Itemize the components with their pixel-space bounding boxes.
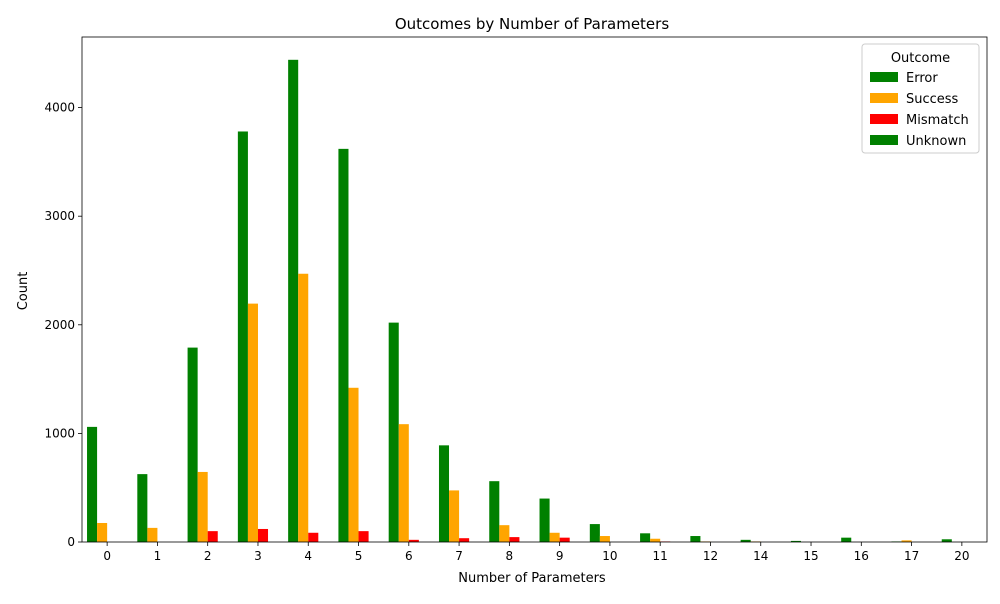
y-tick-label: 0 bbox=[67, 535, 75, 549]
bar-mismatch-7 bbox=[459, 538, 470, 542]
x-tick-label: 15 bbox=[803, 549, 818, 563]
legend-swatch-error bbox=[870, 72, 898, 82]
chart-title: Outcomes by Number of Parameters bbox=[395, 15, 669, 33]
x-tick-label: 7 bbox=[455, 549, 463, 563]
bar-success-9 bbox=[549, 532, 560, 542]
x-tick-label: 17 bbox=[904, 549, 919, 563]
x-axis-label: Number of Parameters bbox=[458, 571, 606, 586]
bar-error-7 bbox=[438, 445, 450, 542]
x-tick-label: 16 bbox=[854, 549, 869, 563]
x-tick-label: 8 bbox=[506, 549, 514, 563]
x-tick-label: 6 bbox=[405, 549, 413, 563]
plot-frame bbox=[81, 36, 988, 543]
legend: Outcome Error Success Mismatch Unknown bbox=[861, 43, 980, 154]
y-tick-label: 4000 bbox=[44, 101, 75, 115]
bar-error-14 bbox=[740, 539, 751, 542]
legend-swatch-unknown bbox=[870, 135, 898, 145]
bar-success-3 bbox=[247, 303, 258, 542]
bar-success-5 bbox=[348, 387, 359, 542]
legend-swatch-success bbox=[870, 93, 898, 103]
bar-error-10 bbox=[589, 524, 600, 542]
bar-mismatch-6 bbox=[408, 539, 419, 542]
x-tick-label: 9 bbox=[556, 549, 564, 563]
bar-error-5 bbox=[338, 148, 349, 543]
bar-error-9 bbox=[539, 498, 550, 542]
bar-success-10 bbox=[599, 536, 610, 542]
bar-error-8 bbox=[489, 481, 500, 542]
legend-swatch-mismatch bbox=[870, 114, 898, 124]
bar-mismatch-4 bbox=[308, 532, 319, 542]
bar-success-1 bbox=[147, 527, 158, 542]
bar-success-11 bbox=[650, 538, 661, 542]
x-tick-label: 12 bbox=[703, 549, 718, 563]
x-tick-label: 14 bbox=[753, 549, 768, 563]
bar-mismatch-5 bbox=[358, 531, 369, 542]
bar-error-15 bbox=[790, 540, 801, 542]
x-tick-label: 11 bbox=[653, 549, 668, 563]
bar-success-6 bbox=[398, 424, 409, 542]
bar-mismatch-8 bbox=[509, 537, 520, 542]
bar-success-2 bbox=[197, 471, 208, 542]
x-tick-label: 10 bbox=[602, 549, 617, 563]
legend-label-success: Success bbox=[906, 92, 959, 107]
bar-error-1 bbox=[137, 474, 148, 542]
bar-mismatch-3 bbox=[257, 528, 269, 542]
y-tick-label: 3000 bbox=[44, 209, 75, 223]
x-tick-label: 3 bbox=[254, 549, 262, 563]
bar-success-8 bbox=[499, 525, 510, 542]
bar-error-16 bbox=[841, 537, 852, 542]
bar-error-12 bbox=[690, 536, 701, 542]
bar-success-0 bbox=[97, 522, 108, 542]
bar-error-0 bbox=[87, 426, 98, 542]
legend-label-unknown: Unknown bbox=[906, 134, 966, 149]
bar-mismatch-2 bbox=[207, 531, 218, 542]
x-tick-label: 0 bbox=[103, 549, 111, 563]
legend-label-mismatch: Mismatch bbox=[906, 113, 969, 128]
x-tick-label: 20 bbox=[954, 549, 969, 563]
y-axis-label: Count bbox=[16, 272, 31, 311]
bar-success-17 bbox=[901, 540, 912, 542]
y-tick-label: 1000 bbox=[44, 426, 75, 440]
x-tick-label: 1 bbox=[154, 549, 162, 563]
y-tick-label: 2000 bbox=[44, 318, 75, 332]
bar-success-4 bbox=[298, 273, 309, 542]
bar-error-4 bbox=[288, 59, 299, 543]
bar-error-20 bbox=[941, 539, 952, 542]
bar-success-7 bbox=[449, 490, 460, 542]
legend-label-error: Error bbox=[906, 71, 938, 86]
bar-mismatch-9 bbox=[559, 537, 570, 542]
bar-error-11 bbox=[640, 533, 651, 542]
legend-box bbox=[861, 43, 980, 154]
bar-error-6 bbox=[388, 322, 399, 542]
bar-error-2 bbox=[187, 347, 198, 542]
legend-title: Outcome bbox=[891, 51, 950, 66]
x-tick-label: 5 bbox=[355, 549, 363, 563]
x-tick-label: 2 bbox=[204, 549, 212, 563]
x-tick-label: 4 bbox=[304, 549, 312, 563]
bar-error-3 bbox=[237, 131, 248, 543]
